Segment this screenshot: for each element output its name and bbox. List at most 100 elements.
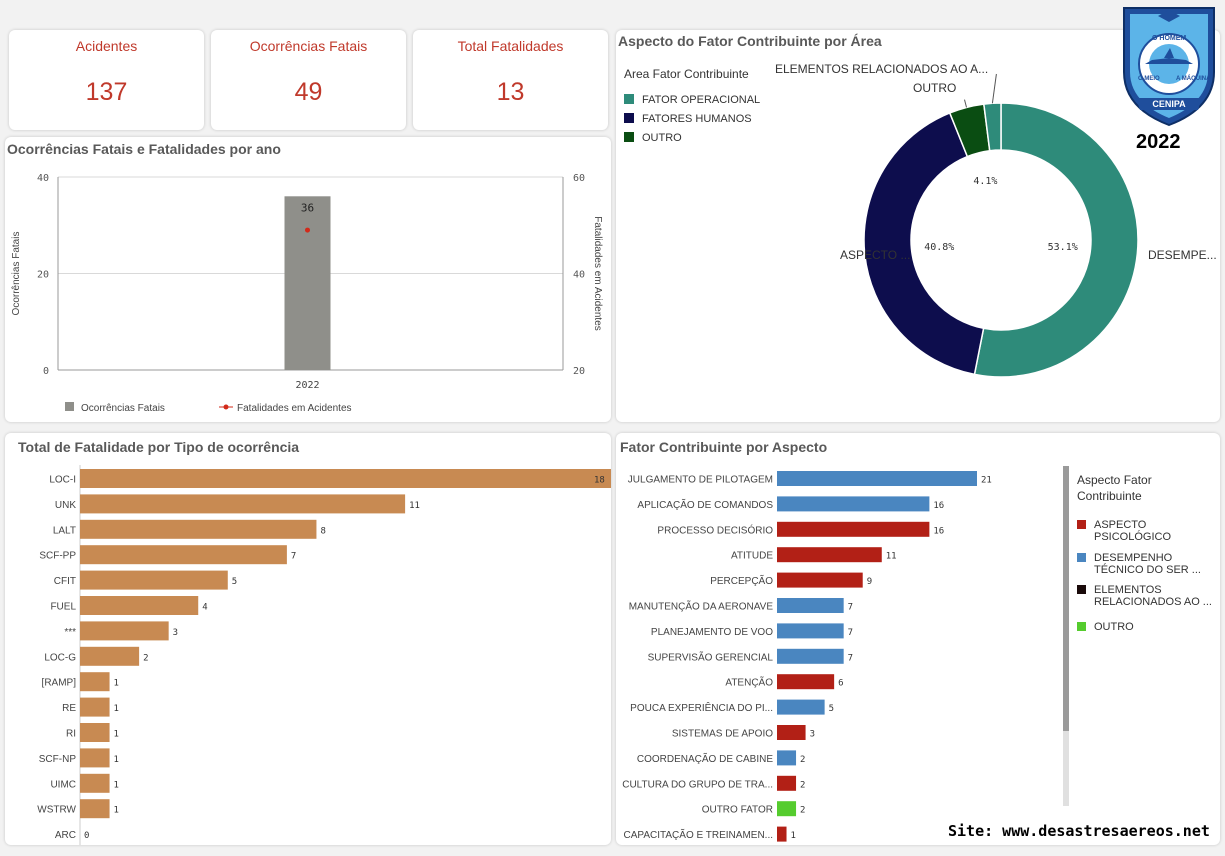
year-combo-chart: 0 20 20 40 40 60 Ocorrências Fatais Fatalidades… (11, 173, 603, 414)
legend-label: OUTRO (1094, 621, 1134, 633)
bar-value-label: 7 (291, 552, 296, 562)
legend-label: DESEMPENHO (1094, 552, 1173, 564)
donut-chart: Area Fator Contribuinte FATOR OPERACIONAL… (624, 62, 1217, 378)
donut-slice (973, 102, 1139, 378)
legend-label: Fatalidades em Acidentes (237, 403, 352, 414)
bar-value-label: 7 (848, 653, 853, 663)
bar (80, 494, 406, 514)
logo-ring-top: O HOMEM (1152, 35, 1187, 42)
bar-value-label: 2 (800, 755, 805, 765)
legend-swatch (223, 404, 229, 410)
bar-value-label: 1 (114, 780, 119, 790)
bar-value-label: 1 (114, 755, 119, 765)
category-label: SCF-PP (39, 551, 76, 562)
category-label: CULTURA DO GRUPO DE TRA... (622, 779, 773, 790)
category-label: OUTRO FATOR (702, 805, 773, 816)
category-label: JULGAMENTO DE PILOTAGEM (628, 475, 773, 486)
legend-swatch (624, 132, 634, 142)
category-label: SUPERVISÃO GERENCIAL (648, 650, 774, 663)
bar-value-label: 16 (933, 526, 944, 536)
category-label: PLANEJAMENTO DE VOO (651, 627, 773, 638)
bar-value-label: 0 (84, 831, 89, 841)
bar-value-label: 11 (409, 501, 420, 511)
legend-label: ELEMENTOS (1094, 584, 1162, 596)
bar-value-label: 1 (114, 679, 119, 689)
bar (777, 572, 863, 588)
y2-axis-title: Fatalidades em Acidentes (592, 216, 603, 331)
bar (80, 773, 110, 793)
y2-tick-label: 60 (573, 173, 585, 184)
bar-value-label: 3 (810, 730, 815, 740)
y-tick-label: 0 (43, 366, 49, 377)
legend-title: Contribuinte (1077, 489, 1142, 503)
category-label: UIMC (50, 779, 76, 790)
bar-value-label: 1 (114, 704, 119, 714)
bar-value-label: 5 (232, 577, 237, 587)
kpi-value: 13 (496, 78, 525, 106)
legend-label: RELACIONADOS AO ... (1094, 596, 1212, 608)
bar (80, 672, 110, 692)
panel-title: Fator Contribuinte por Aspecto (620, 439, 828, 455)
panel-title: Ocorrências Fatais e Fatalidades por ano (7, 141, 281, 157)
legend-swatch (1077, 622, 1086, 631)
bar (80, 596, 199, 615)
x-tick-label: 2022 (295, 380, 319, 391)
legend-swatch (1077, 553, 1086, 562)
legend-label: OUTRO (642, 132, 682, 144)
legend-swatch (65, 402, 74, 411)
category-label: ATITUDE (731, 551, 773, 562)
bar-value-label: 3 (173, 628, 178, 638)
bar-value-label: 8 (320, 526, 325, 536)
category-label: ATENÇÃO (725, 676, 773, 689)
bar (80, 519, 317, 539)
logo-banner: CENIPA (1152, 99, 1186, 109)
bar (777, 547, 882, 563)
legend-swatch (1077, 585, 1086, 594)
legend-swatch (624, 94, 634, 104)
legend-label: PSICOLÓGICO (1094, 530, 1171, 543)
slice-leader (964, 99, 967, 108)
fatalities-point (305, 227, 310, 233)
bar-2022 (284, 196, 331, 370)
bar-value-label: 2 (800, 806, 805, 816)
bar (777, 699, 825, 715)
legend-label: ASPECTO (1094, 519, 1147, 531)
bar (777, 496, 930, 512)
kpi-card-accidents: Acidentes 137 (9, 30, 204, 130)
kpi-value: 137 (85, 78, 128, 106)
bar (777, 598, 844, 613)
legend-label: Ocorrências Fatais (81, 403, 165, 414)
bar (777, 775, 797, 791)
bar (777, 826, 787, 842)
bar-value-label: 2 (800, 780, 805, 790)
legend-swatch (1077, 520, 1086, 529)
bar (80, 697, 110, 717)
logo-ring-left: O MEIO (1138, 76, 1160, 82)
bar (80, 748, 110, 768)
bar-value-label: 21 (981, 476, 992, 486)
logo-year: 2022 (1136, 131, 1181, 153)
legend-title: Area Fator Contribuinte (624, 67, 749, 81)
y2-tick-label: 40 (573, 270, 585, 281)
category-label: CAPACITAÇÃO E TREINAMEN... (624, 828, 773, 841)
cenipa-logo: O HOMEM O MEIO A MÁQUINA CENIPA (1118, 2, 1220, 128)
bar-value-label: 4 (202, 603, 207, 613)
category-label: LOC-G (44, 652, 76, 663)
category-label: FUEL (50, 602, 76, 613)
legend-label: TÉCNICO DO SER ... (1094, 563, 1201, 576)
logo-ring-right: A MÁQUINA (1176, 76, 1211, 82)
bar (80, 545, 287, 565)
bar-value-label: 11 (886, 552, 897, 562)
slice-label: OUTRO (913, 81, 956, 95)
category-label: PROCESSO DECISÓRIO (657, 523, 773, 536)
bar (80, 646, 140, 666)
kpi-label: Total Fatalidades (457, 38, 564, 54)
category-label: SISTEMAS DE APOIO (672, 729, 773, 740)
category-label: POUCA EXPERIÊNCIA DO PI... (630, 701, 773, 714)
panel-title: Aspecto do Fator Contribuinte por Área (618, 33, 882, 49)
category-label: UNK (55, 500, 76, 511)
bar-value-label: 16 (933, 501, 944, 511)
category-label: SCF-NP (39, 754, 77, 765)
